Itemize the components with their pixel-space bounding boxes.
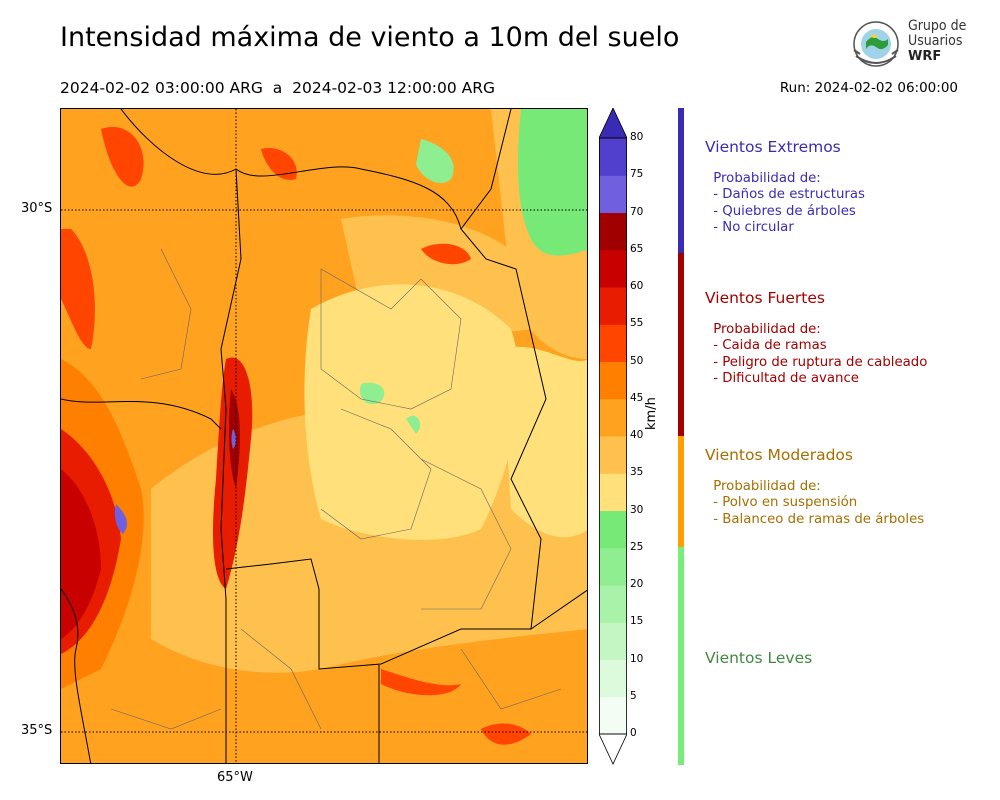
colorbar-tick-label: 55 xyxy=(630,317,644,330)
wind-field-60-65 xyxy=(61,469,101,639)
colorbar-tick-label: 35 xyxy=(630,466,644,479)
colorbar-bin xyxy=(599,547,627,586)
colorbar-bin xyxy=(599,510,627,549)
colorbar-bin xyxy=(599,287,627,325)
logo-text-line2: Usuarios xyxy=(908,33,963,49)
lat-label-35s: 35°S xyxy=(21,723,53,738)
colorbar-bin xyxy=(599,585,627,623)
wind-field-50-55 xyxy=(381,669,461,696)
wind-field-light xyxy=(360,382,385,405)
category-bar-strong xyxy=(678,253,684,436)
map-title: Intensidad máxima de viento a 10m del su… xyxy=(60,22,680,53)
colorbar-extend-min xyxy=(598,733,628,765)
lat-label-30s: 30°S xyxy=(21,201,53,216)
wind-field-svg xyxy=(61,109,587,763)
wind-field-25-30 xyxy=(304,284,520,540)
colorbar-tick-label: 80 xyxy=(630,131,644,143)
wind-intensity-map xyxy=(60,108,588,764)
category-title-light: Vientos Leves xyxy=(705,649,813,667)
wrf-users-group-logo: Grupo de Usuarios WRF xyxy=(848,16,968,72)
category-title-moderate: Vientos Moderados xyxy=(705,446,853,464)
colorbar-extend-max xyxy=(598,107,628,139)
wind-field-light xyxy=(406,415,421,434)
wind-field-50-55 xyxy=(101,127,144,187)
colorbar-bin xyxy=(599,436,627,474)
colorbar-svg xyxy=(598,107,628,765)
lon-label-65w: 65°W xyxy=(217,770,253,785)
colorbar-bin xyxy=(599,212,627,251)
wind-field-25-30 xyxy=(501,347,587,538)
category-title-extreme: Vientos Extremos xyxy=(705,138,841,156)
category-title-strong: Vientos Fuertes xyxy=(705,289,825,307)
colorbar-bin xyxy=(599,473,627,511)
colorbar-unit: km/h xyxy=(644,397,659,430)
category-bar-light xyxy=(678,547,684,765)
globe-icon xyxy=(853,21,899,67)
department-borders xyxy=(110,248,562,730)
category-bar-moderate xyxy=(678,436,684,547)
colorbar-tick-label: 40 xyxy=(630,429,644,441)
colorbar xyxy=(598,107,628,768)
wind-field-50-55 xyxy=(421,243,471,265)
model-run-time: Run: 2024-02-02 06:00:00 xyxy=(779,80,958,96)
colorbar-tick-label: 10 xyxy=(630,652,644,665)
logo-text-line1: Grupo de xyxy=(908,18,967,34)
colorbar-bin xyxy=(599,175,627,213)
valid-period: 2024-02-02 03:00:00 ARG a 2024-02-03 12:… xyxy=(60,79,496,97)
wind-field-extreme xyxy=(114,504,127,534)
colorbar-bin xyxy=(599,138,627,176)
colorbar-tick-label: 20 xyxy=(630,578,644,590)
colorbar-frame xyxy=(599,137,627,735)
colorbar-tick-label: 60 xyxy=(630,280,644,292)
colorbar-tick-label: 0 xyxy=(630,727,637,739)
colorbar-tick-label: 25 xyxy=(630,540,644,553)
colorbar-tick-label: 75 xyxy=(630,168,644,181)
colorbar-tick-label: 5 xyxy=(630,689,637,702)
wind-field-50-55 xyxy=(61,229,95,349)
colorbar-bin xyxy=(599,659,627,698)
colorbar-bin xyxy=(599,324,627,362)
country-borders xyxy=(61,109,587,763)
logo-text-wrf: WRF xyxy=(908,49,942,64)
category-desc-extreme: Probabilidad de: - Daños de estructuras … xyxy=(713,171,865,235)
colorbar-tick-label: 15 xyxy=(630,615,644,628)
colorbar-tick-label: 30 xyxy=(630,503,644,516)
graticule xyxy=(61,109,587,763)
colorbar-tick-label: 45 xyxy=(630,391,644,404)
category-bar-extreme xyxy=(678,108,684,253)
wind-field-light xyxy=(518,109,587,256)
colorbar-bin xyxy=(599,361,627,400)
colorbar-bin xyxy=(599,696,627,735)
wind-field-extreme xyxy=(231,429,236,449)
category-desc-strong: Probabilidad de: - Caida de ramas - Peli… xyxy=(713,322,928,386)
wind-field-light xyxy=(416,139,454,184)
colorbar-tick-label: 65 xyxy=(630,242,644,255)
colorbar-tick-label: 70 xyxy=(630,205,644,218)
colorbar-bin xyxy=(599,398,627,437)
colorbar-tick-label: 50 xyxy=(630,354,644,367)
wind-field-50-55 xyxy=(261,148,297,180)
category-desc-moderate: Probabilidad de: - Polvo en suspensión -… xyxy=(713,479,925,527)
colorbar-bin xyxy=(599,249,627,288)
colorbar-bin xyxy=(599,622,627,660)
wind-field-50-55 xyxy=(481,723,531,745)
